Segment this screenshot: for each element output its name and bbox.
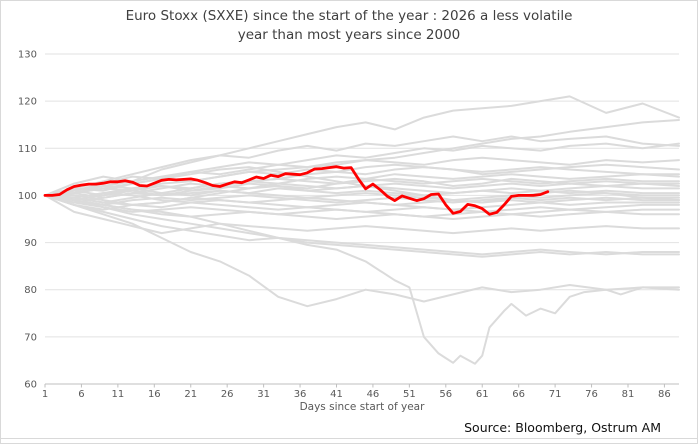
- x-tick-label: 71: [549, 389, 562, 400]
- history-line-h19: [44, 194, 680, 235]
- x-tick-label: 36: [294, 389, 307, 400]
- history-line-h24: [44, 163, 680, 197]
- x-tick-label: 86: [658, 389, 671, 400]
- history-line-h18: [44, 194, 680, 220]
- x-axis-title: Days since start of year: [299, 401, 425, 413]
- x-tick-label: 51: [403, 389, 416, 400]
- history-line-h03: [44, 135, 680, 197]
- x-tick-label: 26: [221, 389, 234, 400]
- x-tick-label: 66: [512, 389, 525, 400]
- history-line-h07: [44, 173, 680, 202]
- chart-title-line2: year than most years since 2000: [237, 27, 461, 43]
- history-line-h20: [44, 194, 680, 256]
- history-line-h15: [44, 192, 680, 211]
- x-tick-label: 21: [184, 389, 197, 400]
- x-tick-label: 81: [622, 389, 635, 400]
- y-tick-label: 110: [18, 144, 37, 155]
- x-tick-label: 11: [112, 389, 125, 400]
- x-tick-label: 61: [476, 389, 489, 400]
- history-line-h22: [44, 194, 680, 308]
- chart-title: Euro Stoxx (SXXE) since the start of the…: [1, 7, 697, 45]
- y-tick-label: 120: [18, 97, 37, 108]
- history-line-h26: [44, 166, 680, 204]
- y-tick-label: 130: [18, 50, 37, 61]
- y-tick-label: 70: [24, 332, 37, 343]
- source-note: Source: Bloomberg, Ostrum AM: [464, 420, 661, 435]
- x-tick-label: 46: [367, 389, 380, 400]
- x-tick-label: 6: [78, 389, 84, 400]
- history-line-h01: [44, 95, 680, 197]
- history-line-h05: [44, 156, 680, 197]
- history-line-h23: [44, 194, 680, 365]
- history-line-h25: [44, 177, 680, 206]
- history-line-h04: [44, 142, 680, 197]
- highlight-line-2026: [43, 165, 550, 216]
- bottom-divider: [1, 438, 697, 439]
- x-tick-label: 1: [42, 389, 48, 400]
- y-tick-label: 80: [24, 285, 37, 296]
- chart-title-line1: Euro Stoxx (SXXE) since the start of the…: [125, 8, 573, 24]
- x-tick-label: 56: [439, 389, 452, 400]
- x-tick-label: 16: [148, 389, 161, 400]
- x-tick-label: 31: [257, 389, 270, 400]
- y-tick-label: 90: [24, 238, 37, 249]
- history-line-h12: [44, 187, 680, 202]
- x-tick-label: 41: [330, 389, 343, 400]
- y-tick-label: 100: [18, 191, 37, 202]
- y-tick-label: 60: [24, 380, 37, 391]
- history-line-h21: [44, 194, 680, 258]
- x-tick-label: 76: [585, 389, 598, 400]
